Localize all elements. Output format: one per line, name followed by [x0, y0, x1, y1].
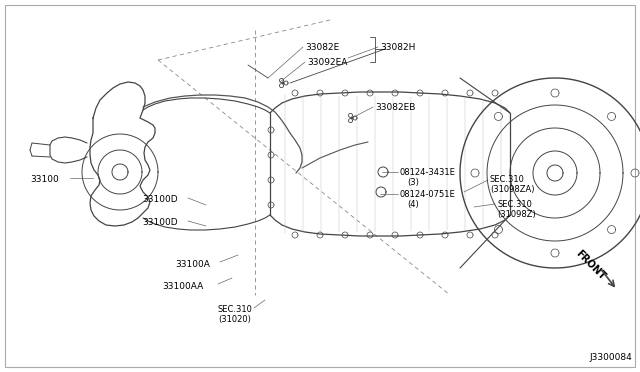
- Text: SEC.310: SEC.310: [490, 175, 525, 184]
- Text: (31020): (31020): [218, 315, 251, 324]
- Text: 33082E: 33082E: [305, 43, 339, 52]
- Text: SEC.310: SEC.310: [218, 305, 253, 314]
- Text: (4): (4): [407, 200, 419, 209]
- Text: 08124-3431E: 08124-3431E: [400, 168, 456, 177]
- Text: J3300084: J3300084: [589, 353, 632, 362]
- Text: 33092EA: 33092EA: [307, 58, 348, 67]
- Text: 33100D: 33100D: [142, 218, 178, 227]
- Text: FRONT: FRONT: [573, 248, 607, 281]
- Text: 33100D: 33100D: [142, 195, 178, 204]
- Text: 33100: 33100: [30, 175, 59, 184]
- Text: (31098ZA): (31098ZA): [490, 185, 534, 194]
- Text: 33100AA: 33100AA: [162, 282, 204, 291]
- Text: SEC.310: SEC.310: [497, 200, 532, 209]
- Text: (31098Z): (31098Z): [497, 210, 536, 219]
- Text: (3): (3): [407, 178, 419, 187]
- Text: 33082H: 33082H: [380, 43, 415, 52]
- Text: 33082EB: 33082EB: [375, 103, 415, 112]
- Text: 33100A: 33100A: [175, 260, 210, 269]
- Text: 08124-0751E: 08124-0751E: [400, 190, 456, 199]
